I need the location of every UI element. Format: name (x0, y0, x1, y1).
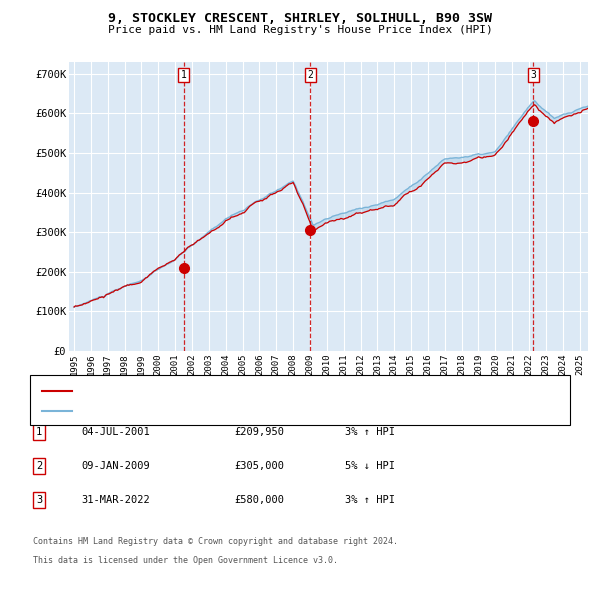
Text: HPI: Average price, detached house, Solihull: HPI: Average price, detached house, Soli… (78, 406, 337, 416)
Text: Price paid vs. HM Land Registry's House Price Index (HPI): Price paid vs. HM Land Registry's House … (107, 25, 493, 35)
Text: Contains HM Land Registry data © Crown copyright and database right 2024.: Contains HM Land Registry data © Crown c… (33, 537, 398, 546)
Text: 3: 3 (530, 70, 536, 80)
Text: £580,000: £580,000 (234, 496, 284, 505)
Text: 09-JAN-2009: 09-JAN-2009 (81, 461, 150, 471)
Text: £209,950: £209,950 (234, 427, 284, 437)
Text: 2: 2 (308, 70, 313, 80)
Text: 2: 2 (36, 461, 42, 471)
Text: 3% ↑ HPI: 3% ↑ HPI (345, 496, 395, 505)
Text: 9, STOCKLEY CRESCENT, SHIRLEY, SOLIHULL, B90 3SW: 9, STOCKLEY CRESCENT, SHIRLEY, SOLIHULL,… (108, 12, 492, 25)
Text: 04-JUL-2001: 04-JUL-2001 (81, 427, 150, 437)
Text: This data is licensed under the Open Government Licence v3.0.: This data is licensed under the Open Gov… (33, 556, 338, 565)
Text: 31-MAR-2022: 31-MAR-2022 (81, 496, 150, 505)
Text: £305,000: £305,000 (234, 461, 284, 471)
Text: 5% ↓ HPI: 5% ↓ HPI (345, 461, 395, 471)
Text: 1: 1 (181, 70, 187, 80)
Text: 3% ↑ HPI: 3% ↑ HPI (345, 427, 395, 437)
Text: 1: 1 (36, 427, 42, 437)
Text: 9, STOCKLEY CRESCENT, SHIRLEY, SOLIHULL, B90 3SW (detached house): 9, STOCKLEY CRESCENT, SHIRLEY, SOLIHULL,… (78, 386, 460, 396)
Text: 3: 3 (36, 496, 42, 505)
